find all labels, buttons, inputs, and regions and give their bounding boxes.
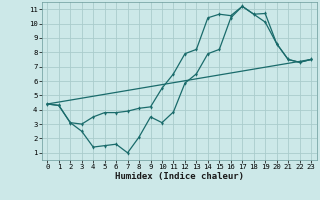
X-axis label: Humidex (Indice chaleur): Humidex (Indice chaleur) xyxy=(115,172,244,181)
